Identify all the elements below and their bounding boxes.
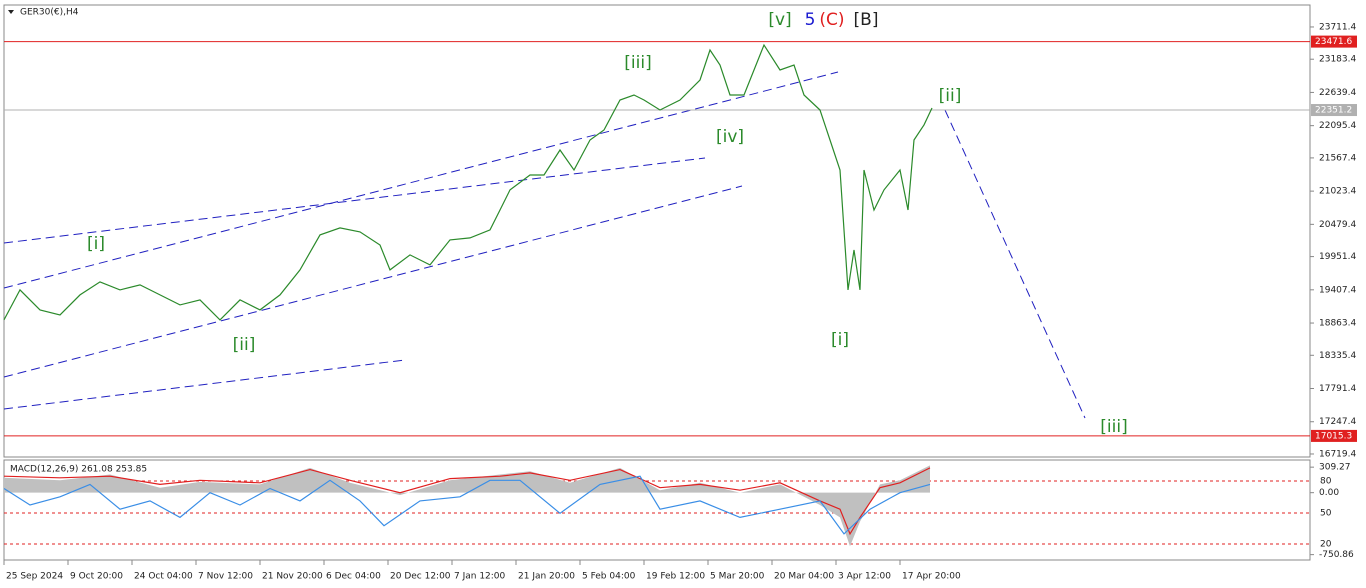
level-label: 80 (1320, 477, 1332, 487)
main-frame (3, 4, 1311, 458)
x-tick-label: 24 Oct 04:00 (134, 572, 193, 582)
macd-frame (3, 459, 1311, 561)
y-tick-label: 20479.4 (1319, 220, 1356, 230)
x-tick-label: 5 Mar 20:00 (710, 572, 765, 582)
trendlines (3, 71, 1086, 419)
trendline (3, 157, 706, 244)
level-label: 20 (1320, 540, 1332, 550)
y-tick-label: 22095.4 (1319, 121, 1356, 131)
y-tick-label: 16719.4 (1319, 449, 1356, 459)
x-tick-label: 21 Nov 20:00 (262, 572, 323, 582)
histogram-area (4, 465, 930, 547)
x-tick-label: 20 Dec 12:00 (390, 572, 451, 582)
y-tick-label: 18335.4 (1319, 351, 1356, 361)
macd-title: MACD(12,26,9) 261.08 253.85 (10, 465, 147, 475)
wave-label: (C) (819, 10, 844, 30)
wave-label: [B] (854, 10, 879, 30)
x-tick-label: 7 Jan 12:00 (454, 572, 506, 582)
level-label: 50 (1320, 509, 1332, 519)
x-tick-label: 5 Feb 04:00 (582, 572, 636, 582)
y-tick-label: 19407.4 (1319, 285, 1356, 295)
wave-label: 5 (805, 10, 816, 30)
y-tick-label: 18863.4 (1319, 319, 1356, 329)
level-label: 23471.6 (1315, 37, 1352, 47)
y-tick-label: 21023.4 (1319, 187, 1356, 197)
price-line (3, 467, 931, 536)
wave-label: [ii] (939, 86, 962, 106)
trendline (3, 71, 839, 289)
level-box (1311, 429, 1357, 442)
price-line (3, 43, 933, 321)
wave-label: [iv] (716, 127, 744, 147)
x-tick-label: 20 Mar 04:00 (774, 572, 834, 582)
level-box (1311, 104, 1357, 117)
trendline (944, 109, 1086, 419)
price-line (3, 475, 931, 535)
level-label: 22351.2 (1315, 106, 1352, 116)
y-tick-label: 22639.4 (1319, 88, 1356, 98)
wave-label: [v] (768, 10, 791, 30)
y-tick-label: 0.00 (1319, 488, 1339, 498)
wave-label: [i] (831, 330, 849, 350)
y-tick-label: 23711.4 (1319, 22, 1356, 32)
trendline (3, 359, 406, 410)
y-tick-label: 23183.4 (1319, 55, 1356, 65)
wave-label: [iii] (1100, 417, 1127, 437)
x-tick-label: 7 Nov 12:00 (198, 572, 253, 582)
wave-label: [ii] (233, 335, 256, 355)
wave-label: [i] (87, 234, 105, 254)
y-tick-label: 19951.4 (1319, 252, 1356, 262)
x-tick-label: 19 Feb 12:00 (646, 572, 705, 582)
y-tick-label: 21567.4 (1319, 153, 1356, 163)
y-tick-label: -750.86 (1319, 550, 1354, 560)
trendline (3, 185, 743, 378)
x-tick-label: 25 Sep 2024 (6, 572, 63, 582)
y-tick-label: 17247.4 (1319, 417, 1356, 427)
y-tick-label: 17791.4 (1319, 384, 1356, 394)
x-tick-label: 17 Apr 20:00 (902, 572, 961, 582)
chart-title: GER30(€),H4 (20, 8, 79, 18)
level-box (1311, 35, 1357, 48)
x-tick-label: 21 Jan 20:00 (518, 572, 575, 582)
menu-arrow (8, 10, 14, 14)
wave-label: [iii] (624, 53, 651, 73)
y-tick-label: 309.27 (1319, 463, 1351, 473)
x-tick-label: 6 Dec 04:00 (326, 572, 381, 582)
x-tick-label: 9 Oct 20:00 (70, 572, 123, 582)
x-tick-label: 3 Apr 12:00 (838, 572, 891, 582)
level-label: 17015.3 (1315, 431, 1352, 441)
